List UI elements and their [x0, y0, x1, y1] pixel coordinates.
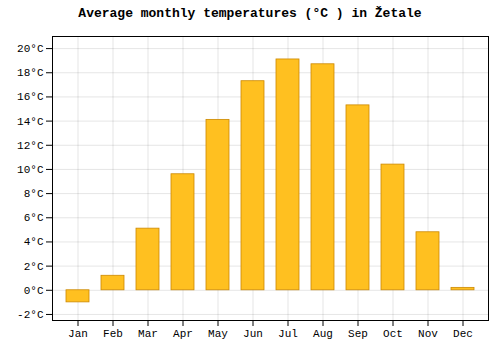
svg-text:Nov: Nov — [418, 328, 438, 340]
svg-text:8°C: 8°C — [24, 188, 44, 200]
svg-text:Jul: Jul — [278, 328, 298, 340]
svg-text:2°C: 2°C — [24, 261, 44, 273]
svg-text:4°C: 4°C — [24, 236, 44, 248]
svg-text:-2°C: -2°C — [17, 309, 44, 321]
svg-text:16°C: 16°C — [17, 91, 44, 103]
svg-text:0°C: 0°C — [24, 285, 44, 297]
svg-text:Sep: Sep — [348, 328, 368, 340]
svg-text:Jan: Jan — [68, 328, 88, 340]
svg-text:Feb: Feb — [103, 328, 123, 340]
svg-text:Jun: Jun — [243, 328, 263, 340]
svg-text:Apr: Apr — [173, 328, 193, 340]
svg-text:10°C: 10°C — [17, 164, 44, 176]
svg-text:Dec: Dec — [453, 328, 473, 340]
html-text:Average monthly temperatures (: Average monthly temperatures (°C ) in Že… — [78, 6, 422, 21]
svg-text:18°C: 18°C — [17, 67, 44, 79]
svg-text:Mar: Mar — [138, 328, 158, 340]
svg-text:12°C: 12°C — [17, 140, 44, 152]
svg-text:Oct: Oct — [383, 328, 403, 340]
svg-text:14°C: 14°C — [17, 116, 44, 128]
svg-text:6°C: 6°C — [24, 212, 44, 224]
svg-text:Aug: Aug — [313, 328, 333, 340]
svg-text:May: May — [208, 328, 228, 340]
svg-text:20°C: 20°C — [17, 43, 44, 55]
